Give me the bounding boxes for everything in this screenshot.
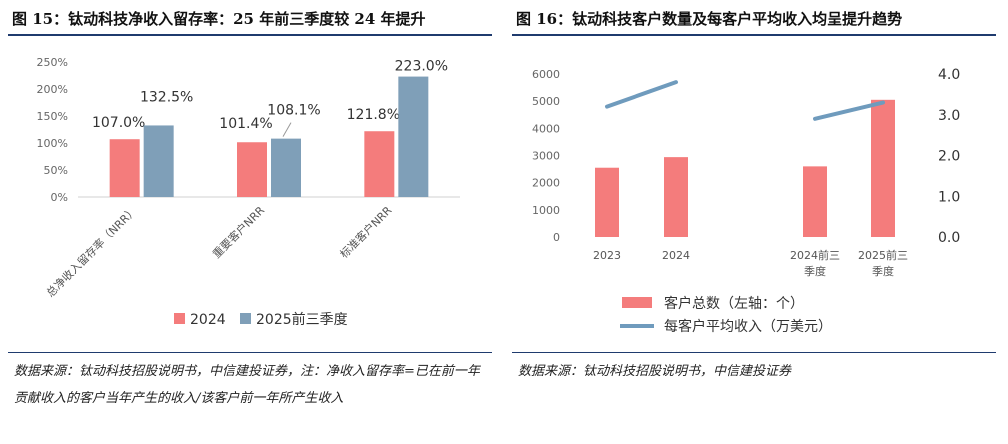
bar	[109, 139, 140, 197]
data-label: 108.1%	[267, 103, 320, 119]
y-right-tick-label: 4.0	[938, 67, 960, 83]
bar	[364, 131, 395, 197]
legend-label-bars: 客户总数（左轴：个）	[664, 295, 804, 312]
source-note-left: 数据来源：钛动科技招股说明书，中信建投证券，注：净收入留存率=已在前一年贡献收入…	[14, 364, 480, 406]
bar	[143, 125, 174, 197]
source-rule-left	[8, 352, 492, 353]
legend-swatch-bars	[622, 297, 652, 308]
avg-revenue-line-segment	[605, 80, 678, 109]
y-left-tick-label: 1000	[532, 204, 560, 217]
y-tick-label: 0%	[51, 191, 68, 204]
right-panel: 图 16：钛动科技客户数量及每客户平均收入均呈提升趋势 0 1000 2000 300…	[504, 0, 1004, 444]
legend-swatch	[174, 313, 185, 324]
label-leader-line	[282, 122, 292, 137]
title-rule-right	[512, 34, 996, 36]
legend-label-line: 每客户平均收入（万美元）	[664, 318, 832, 335]
bar	[398, 76, 429, 197]
bar	[271, 138, 301, 197]
legend-label: 2025前三季度	[256, 311, 348, 328]
y-left-tick-label: 6000	[532, 68, 560, 81]
source-rule-right	[512, 352, 996, 353]
y-tick-label: 250%	[37, 56, 68, 69]
y-right-tick-label: 0.0	[938, 230, 960, 246]
title-rule-left	[8, 34, 492, 36]
bar	[803, 166, 827, 237]
data-label: 121.8%	[347, 107, 400, 123]
y-left-tick-label: 5000	[532, 95, 560, 108]
legend-swatch	[240, 313, 251, 324]
x-tick-label: 标准客户NRR	[337, 203, 395, 261]
bar	[595, 167, 619, 237]
data-label: 107.0%	[92, 115, 145, 131]
y-left-tick-label: 4000	[532, 122, 560, 135]
bar	[664, 157, 688, 237]
x-tick-label: 2024	[662, 249, 690, 262]
chart-title-right: 图 16：钛动科技客户数量及每客户平均收入均呈提升趋势	[516, 10, 903, 28]
y-right-tick-label: 3.0	[938, 108, 960, 124]
nrr-bar-chart: 0% 50% 100% 150% 200% 250% 107.0% 132.5% 总净收入留存率…	[37, 56, 460, 328]
legend-label: 2024	[190, 312, 226, 328]
x-tick-label: 重要客户NRR	[209, 203, 267, 261]
y-left-tick-label: 3000	[532, 150, 560, 163]
x-tick-label: 2025前三	[858, 248, 908, 262]
data-label: 101.4%	[219, 116, 272, 132]
left-panel: 图 15：钛动科技净收入留存率：25 年前三季度较 24 年提升 0% 50% 10…	[0, 0, 500, 444]
y-tick-label: 50%	[44, 164, 68, 177]
y-right-tick-label: 1.0	[938, 189, 960, 205]
source-note-right: 数据来源：钛动科技招股说明书，中信建投证券	[518, 364, 792, 379]
y-tick-label: 100%	[37, 137, 68, 150]
x-tick-label: 季度	[872, 264, 894, 278]
bar	[871, 99, 895, 237]
x-tick-label: 2023	[593, 249, 621, 262]
customers-combo-chart: 0 1000 2000 3000 4000 5000 6000 0.0 1.0 2.0 3.0 4.0…	[532, 67, 960, 335]
x-tick-label: 季度	[804, 264, 826, 278]
x-tick-label: 2024前三	[790, 248, 840, 262]
bar	[237, 142, 267, 197]
y-left-tick-label: 0	[553, 231, 560, 244]
x-tick-label: 总净收入留存率（NRR）	[43, 203, 140, 300]
chart-title-left: 图 15：钛动科技净收入留存率：25 年前三季度较 24 年提升	[12, 10, 426, 28]
data-label: 223.0%	[395, 59, 448, 75]
y-right-tick-label: 2.0	[938, 149, 960, 165]
avg-revenue-line-segment	[813, 100, 885, 121]
y-tick-label: 200%	[37, 83, 68, 96]
y-tick-label: 150%	[37, 110, 68, 123]
data-label: 132.5%	[140, 89, 193, 105]
y-left-tick-label: 2000	[532, 177, 560, 190]
